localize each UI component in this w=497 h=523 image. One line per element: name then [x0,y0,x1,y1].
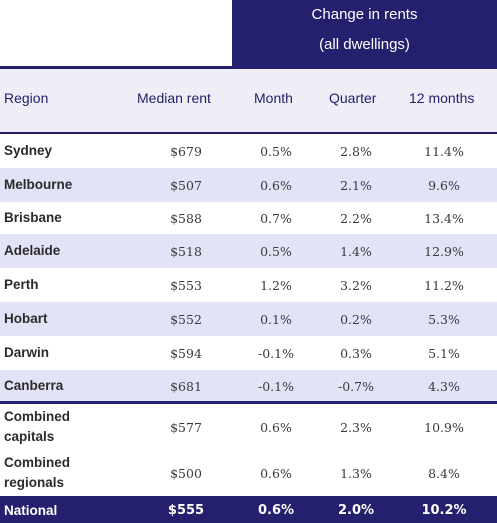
median-rent: $500 [170,465,202,481]
quarter-change: -0.7% [338,378,374,394]
national-divider [0,496,497,498]
region-name: Perth [4,277,39,292]
quarter-change: 2.3% [340,419,372,435]
month-change: -0.1% [258,378,294,394]
region-name: Adelaide [4,243,61,258]
table-row-combined-regionals: Combined regionals $500 0.6% 1.3% 8.4% [0,450,497,496]
quarter-change: 2.8% [340,143,372,159]
annual-change: 11.4% [424,143,464,159]
table-row-sydney: Sydney $679 0.5% 2.8% 11.4% [0,134,497,168]
table-group-header: Change in rents (all dwellings) [0,0,497,66]
median-rent: $553 [170,277,202,293]
annual-change: 9.6% [428,177,460,193]
median-rent: $679 [170,143,202,159]
quarter-change: 1.3% [340,465,372,481]
month-change: 0.5% [260,243,292,259]
median-rent: $555 [167,503,205,518]
region-name: Hobart [4,311,48,326]
table-row-darwin: Darwin $594 -0.1% 0.3% 5.1% [0,336,497,370]
annual-change: 10.9% [424,419,464,435]
region-name: Melbourne [4,177,73,192]
annual-change: 12.9% [424,243,464,259]
region-name: National [4,502,58,518]
quarter-change: 3.2% [340,277,372,293]
quarter-change: 0.2% [340,311,372,327]
month-change: -0.1% [258,345,294,361]
median-rent: $594 [170,345,202,361]
table-row-adelaide: Adelaide $518 0.5% 1.4% 12.9% [0,234,497,268]
annual-change: 10.2% [421,503,467,518]
month-change: 0.7% [260,210,292,226]
month-change: 1.2% [260,277,292,293]
column-header-median-rent: Median rent [137,90,211,106]
month-change: 0.6% [260,419,292,435]
median-rent: $552 [170,311,202,327]
group-title-line1: Change in rents [311,6,418,23]
table-row-melbourne: Melbourne $507 0.6% 2.1% 9.6% [0,168,497,202]
annual-change: 5.1% [428,345,460,361]
capitals-divider [0,401,497,404]
quarter-change: 2.2% [340,210,372,226]
table-row-national: National $555 0.6% 2.0% 10.2% [0,498,497,523]
column-header-row: Region Median rent Month Quarter 12 mont… [0,69,497,132]
group-title-line2: (all dwellings) [319,36,410,53]
column-header-month: Month [254,90,293,106]
annual-change: 8.4% [428,465,460,481]
table-row-combined-capitals: Combined capitals $577 0.6% 2.3% 10.9% [0,404,497,450]
region-name-line2: regionals [4,475,65,490]
header-spacer [0,0,232,66]
change-in-rents-header: Change in rents (all dwellings) [232,0,497,66]
quarter-change: 2.1% [340,177,372,193]
region-name: Combined regionals [4,450,70,496]
median-rent: $507 [170,177,202,193]
quarter-change: 2.0% [337,503,375,518]
column-header-divider [0,132,497,134]
median-rent: $518 [170,243,202,259]
median-rent: $588 [170,210,202,226]
table-row-perth: Perth $553 1.2% 3.2% 11.2% [0,268,497,302]
month-change: 0.1% [260,311,292,327]
quarter-change: 1.4% [340,243,372,259]
region-name-line2: capitals [4,429,55,444]
month-change: 0.6% [260,177,292,193]
table-row-hobart: Hobart $552 0.1% 0.2% 5.3% [0,302,497,336]
region-name: Brisbane [4,210,62,225]
region-name: Sydney [4,143,53,158]
column-header-12-months: 12 months [409,90,475,106]
median-rent: $681 [170,378,202,394]
annual-change: 13.4% [424,210,464,226]
column-header-region: Region [4,90,49,106]
header-divider [0,66,497,69]
region-name: Canberra [4,378,64,393]
annual-change: 4.3% [428,378,460,394]
month-change: 0.6% [257,503,295,518]
table-row-brisbane: Brisbane $588 0.7% 2.2% 13.4% [0,202,497,234]
month-change: 0.6% [260,465,292,481]
column-header-quarter: Quarter [329,90,377,106]
region-name: Combined capitals [4,404,70,450]
region-name-line1: Combined [4,409,70,424]
month-change: 0.5% [260,143,292,159]
quarter-change: 0.3% [340,345,372,361]
table-row-canberra: Canberra $681 -0.1% -0.7% 4.3% [0,370,497,402]
region-name: Darwin [4,345,50,360]
region-name-line1: Combined [4,455,70,470]
median-rent: $577 [170,419,202,435]
annual-change: 5.3% [428,311,460,327]
annual-change: 11.2% [424,277,464,293]
